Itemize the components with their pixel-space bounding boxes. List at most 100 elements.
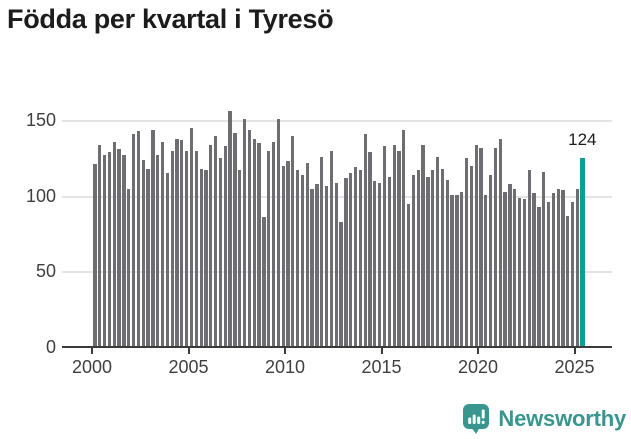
bar xyxy=(493,147,498,346)
plot-area: 2000 2005 2010 2015 2020 2025 124 xyxy=(62,105,612,377)
bar xyxy=(127,188,131,346)
bar xyxy=(315,184,319,346)
bar xyxy=(517,197,522,346)
y-axis-tick-label: 150 xyxy=(25,110,56,130)
bar xyxy=(199,168,203,346)
bar xyxy=(286,161,290,346)
x-axis-tick xyxy=(187,347,190,354)
bar xyxy=(431,170,435,346)
bar xyxy=(329,150,334,346)
bar xyxy=(455,194,459,346)
bar xyxy=(238,170,242,346)
bar xyxy=(382,146,387,346)
bar xyxy=(213,135,218,346)
bar xyxy=(561,190,565,346)
x-axis-tick-label: 2005 xyxy=(168,357,209,377)
bar xyxy=(131,134,136,346)
bar xyxy=(440,168,445,346)
bar xyxy=(334,182,338,346)
bar xyxy=(252,138,256,346)
gridline xyxy=(62,120,612,122)
highlighted-bar xyxy=(579,158,585,346)
bar xyxy=(117,149,121,346)
bar xyxy=(233,132,237,346)
page-title: Födda per kvartal i Tyresö xyxy=(7,4,334,34)
bar xyxy=(537,206,541,346)
bar xyxy=(416,170,420,346)
bar xyxy=(450,194,454,346)
bar xyxy=(575,188,580,346)
bar xyxy=(103,155,107,346)
bar xyxy=(479,147,483,346)
x-axis-line xyxy=(62,346,612,348)
bar xyxy=(566,215,570,346)
bar xyxy=(310,188,314,346)
bar xyxy=(98,144,102,346)
bar xyxy=(146,168,150,346)
x-axis-tick-label: 2010 xyxy=(264,357,306,377)
bar xyxy=(242,119,247,346)
x-axis-tick-label: 2000 xyxy=(71,357,113,377)
bar xyxy=(156,155,160,346)
bar xyxy=(426,176,430,346)
bar xyxy=(363,134,367,346)
bar xyxy=(435,156,440,346)
x-axis-tick xyxy=(380,347,383,354)
bar xyxy=(300,175,305,346)
bar xyxy=(474,144,478,346)
bar xyxy=(368,152,372,346)
bar xyxy=(527,170,531,346)
bar xyxy=(262,217,266,346)
bar xyxy=(93,164,97,346)
bar xyxy=(551,193,556,346)
bar xyxy=(344,178,348,346)
bar xyxy=(508,184,512,346)
bar xyxy=(542,171,546,346)
bar xyxy=(469,165,473,346)
bar xyxy=(160,141,165,346)
bar xyxy=(464,158,469,346)
bar xyxy=(175,138,179,346)
bar xyxy=(378,182,382,346)
bar xyxy=(387,176,391,346)
bar xyxy=(165,173,170,346)
x-axis-tick-label: 2025 xyxy=(554,357,595,377)
bar xyxy=(546,202,551,346)
bar xyxy=(402,129,406,346)
bar xyxy=(532,193,536,346)
bar xyxy=(271,141,276,346)
bar xyxy=(556,188,560,346)
bar xyxy=(194,150,198,346)
bar xyxy=(513,188,517,346)
bar xyxy=(445,179,449,346)
bar xyxy=(247,129,252,346)
bar xyxy=(136,131,141,346)
bar xyxy=(498,138,502,346)
bar xyxy=(141,159,145,346)
y-axis-tick-label: 0 xyxy=(45,337,56,357)
x-axis-tick xyxy=(573,347,576,354)
newsworthy-logo[interactable]: Newsworthy xyxy=(462,403,626,434)
newsworthy-wordmark: Newsworthy xyxy=(498,405,626,431)
bar xyxy=(571,202,575,346)
bar xyxy=(421,144,425,346)
bar xyxy=(296,170,300,346)
bar xyxy=(107,152,112,346)
bar xyxy=(228,111,232,346)
x-axis-tick xyxy=(477,347,479,354)
bar xyxy=(170,150,174,346)
bar xyxy=(324,185,329,346)
bar xyxy=(223,146,227,346)
bar xyxy=(358,170,363,346)
bar xyxy=(503,191,507,346)
bar xyxy=(281,165,285,346)
bar xyxy=(392,144,396,346)
bar xyxy=(112,141,116,346)
bar xyxy=(291,135,295,346)
bar xyxy=(185,150,189,346)
x-axis-tick xyxy=(91,347,93,354)
newsworthy-icon xyxy=(463,404,490,434)
bar xyxy=(406,203,411,346)
bar xyxy=(151,129,155,346)
